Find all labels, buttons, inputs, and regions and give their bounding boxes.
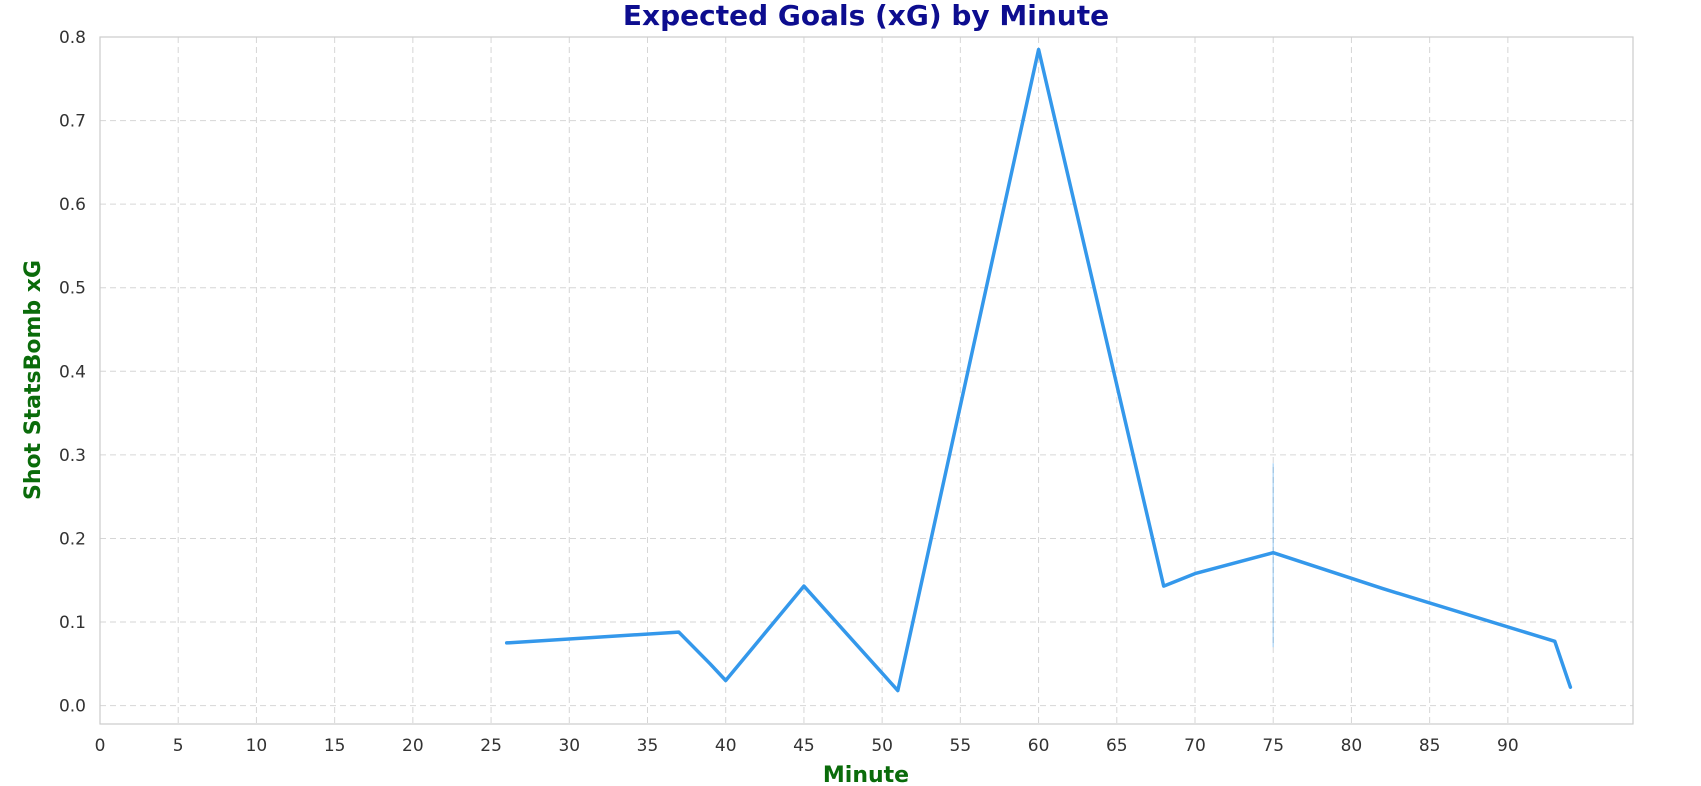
x-tick-label: 10 <box>246 736 268 756</box>
x-tick-label: 20 <box>402 736 424 756</box>
y-tick-label: 0.7 <box>59 112 86 132</box>
x-tick-label: 40 <box>715 736 737 756</box>
x-tick-label: 75 <box>1262 736 1284 756</box>
x-tick-label: 70 <box>1184 736 1206 756</box>
x-tick-label: 25 <box>480 736 502 756</box>
x-tick-label: 90 <box>1497 736 1519 756</box>
x-tick-label: 85 <box>1419 736 1441 756</box>
y-tick-label: 0.2 <box>59 529 86 549</box>
grid-lines <box>99 36 1633 724</box>
x-tick-label: 60 <box>1028 736 1050 756</box>
x-tick-label: 5 <box>173 736 184 756</box>
y-tick-labels: 0.0 0.1 0.2 0.3 0.4 0.5 0.6 0.7 0.8 <box>59 28 86 717</box>
y-tick-label: 0.5 <box>59 279 86 299</box>
x-tick-labels: 0 5 10 15 20 25 30 35 40 45 50 55 60 65 70 75 80 85 90 <box>95 736 1519 756</box>
y-tick-label: 0.4 <box>59 362 86 382</box>
y-tick-label: 0.3 <box>59 446 86 466</box>
chart-title: Expected Goals (xG) by Minute <box>623 0 1109 32</box>
xg-series-line <box>504 47 1573 693</box>
x-tick-label: 65 <box>1106 736 1128 756</box>
y-tick-label: 0.1 <box>59 613 86 633</box>
x-tick-label: 35 <box>637 736 659 756</box>
x-tick-label: 30 <box>558 736 580 756</box>
x-tick-label: 55 <box>950 736 972 756</box>
x-tick-label: 15 <box>324 736 346 756</box>
x-tick-label: 0 <box>95 736 106 756</box>
y-tick-label: 0.0 <box>59 697 86 717</box>
series-lines <box>504 47 1573 693</box>
plot-frame <box>99 36 1634 725</box>
x-tick-label: 80 <box>1341 736 1363 756</box>
x-tick-label: 50 <box>871 736 893 756</box>
x-tick-label: 45 <box>793 736 815 756</box>
x-axis-label: Minute <box>823 763 909 786</box>
y-tick-label: 0.6 <box>59 195 86 215</box>
y-tick-label: 0.8 <box>59 28 86 48</box>
y-axis-label: Shot StatsBomb xG <box>21 260 46 500</box>
